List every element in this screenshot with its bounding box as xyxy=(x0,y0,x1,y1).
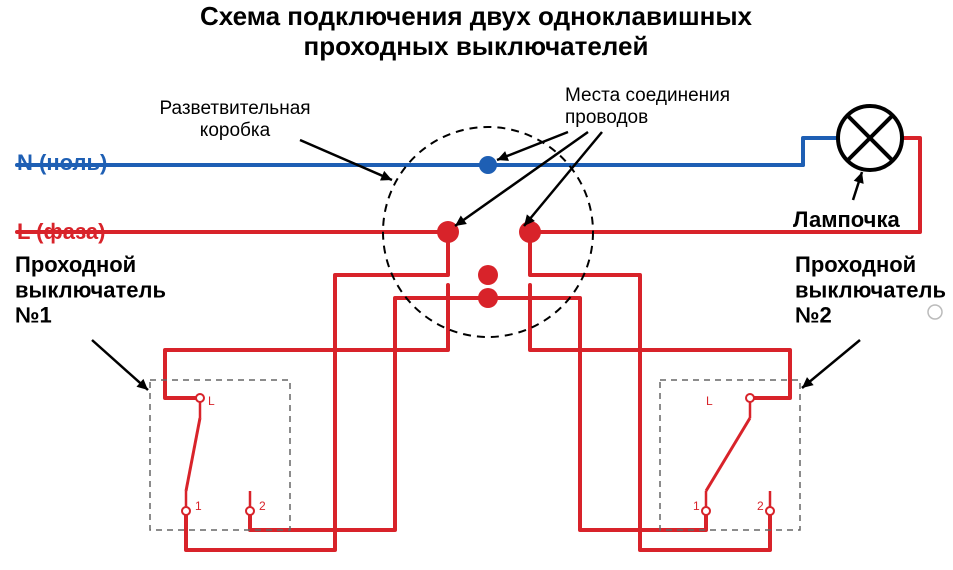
switch1-terminal-L xyxy=(196,394,204,402)
label-sw1_2: 2 xyxy=(259,499,266,513)
label-sw2_L: L xyxy=(706,394,713,408)
label-sw2_2: 2 xyxy=(757,499,764,513)
switch2-lever xyxy=(706,418,750,491)
label-sw1_1: 1 xyxy=(195,499,202,513)
label-live: L (фаза) xyxy=(17,219,105,244)
label-lamp: Лампочка xyxy=(793,207,900,232)
wire-bridge_bottom_sw1 xyxy=(250,298,488,530)
label-junction_box: Разветвительнаякоробка xyxy=(159,98,310,141)
wire-bridge_top_to_sw2 xyxy=(530,232,770,550)
switch1-terminal-t2 xyxy=(246,507,254,515)
junction-dot-4 xyxy=(478,288,498,308)
wire-junction_down_to_sw2 xyxy=(530,285,790,398)
switch2-terminal-t2 xyxy=(766,507,774,515)
diagram-svg: Схема подключения двух одноклавишныхпрох… xyxy=(0,0,953,570)
switch1-terminal-t1 xyxy=(182,507,190,515)
wire-neutral_to_lamp xyxy=(803,138,838,165)
junction-dot-0 xyxy=(479,156,497,174)
title-line2: проходных выключателей xyxy=(304,31,649,61)
junction-dot-2 xyxy=(519,221,541,243)
switch2-terminal-L xyxy=(746,394,754,402)
label-neutral: N (ноль) xyxy=(17,150,107,175)
label-wire_joints: Места соединенияпроводов xyxy=(565,85,730,128)
wire-bridge_top_from_sw1 xyxy=(186,232,448,550)
junction-dot-3 xyxy=(478,265,498,285)
switch1-box xyxy=(150,380,290,530)
label-switch2: Проходнойвыключатель№2 xyxy=(795,252,946,328)
diagram-canvas: Схема подключения двух одноклавишныхпрох… xyxy=(0,0,953,570)
wire-live_down_to_sw1 xyxy=(165,285,448,398)
switch2-box xyxy=(660,380,800,530)
switch2-terminal-t1 xyxy=(702,507,710,515)
stray-circle xyxy=(928,305,942,319)
label-sw2_1: 1 xyxy=(693,499,700,513)
title-line1: Схема подключения двух одноклавишных xyxy=(200,1,753,31)
label-switch1: Проходнойвыключатель№1 xyxy=(15,252,166,328)
switch1-lever xyxy=(186,418,200,491)
label-sw1_L: L xyxy=(208,394,215,408)
